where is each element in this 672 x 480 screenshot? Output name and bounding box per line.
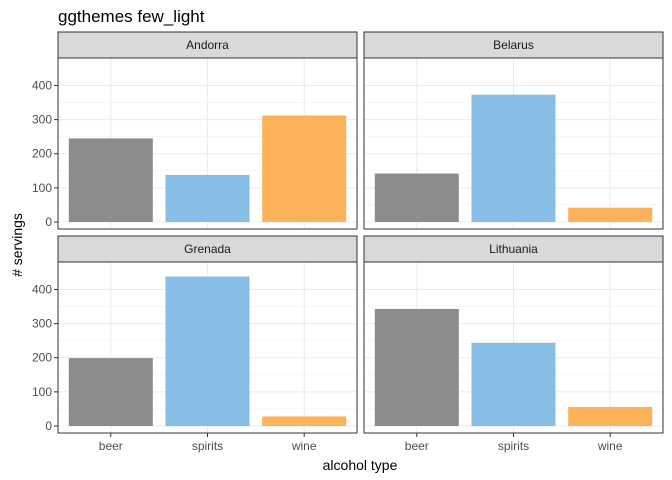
facet-strip-label: Grenada bbox=[184, 242, 231, 256]
facet-panel-andorra: Andorra 0 100 200 300 400 bbox=[32, 31, 358, 230]
y-tick-label: 100 bbox=[32, 385, 52, 399]
y-tick-label: 200 bbox=[32, 351, 52, 365]
bar-spirits bbox=[471, 94, 556, 222]
y-tick-label: 100 bbox=[32, 181, 52, 195]
facet-strip-label: Belarus bbox=[493, 38, 534, 52]
y-axis-title: # servings bbox=[9, 213, 25, 277]
bar-beer bbox=[68, 358, 153, 426]
y-tick-label: 400 bbox=[32, 78, 52, 92]
y-tick-label: 400 bbox=[32, 282, 52, 296]
facet-panel-grenada: Grenada 0 100 200 300 400 beer spirits wine bbox=[32, 235, 358, 453]
facet-grid: Andorra 0 100 200 300 400 Belarus Grenada 0 100 20… bbox=[32, 31, 664, 453]
y-tick-label: 200 bbox=[32, 147, 52, 161]
y-tick-label: 300 bbox=[32, 317, 52, 331]
panel-border bbox=[363, 57, 664, 230]
bar-wine bbox=[262, 416, 347, 426]
facet-strip-label: Lithuania bbox=[489, 242, 538, 256]
x-tick-label: beer bbox=[99, 439, 123, 453]
bar-beer bbox=[68, 138, 153, 222]
y-tick-label: 0 bbox=[45, 419, 52, 433]
facet-strip bbox=[363, 235, 664, 263]
x-tick-label: spirits bbox=[192, 439, 223, 453]
x-tick-label: wine bbox=[597, 439, 623, 453]
panel-border bbox=[57, 57, 358, 230]
y-tick-label: 0 bbox=[45, 215, 52, 229]
facet-panel-lithuania: Lithuania beer spirits wine bbox=[363, 235, 664, 453]
chart-title: ggthemes few_light bbox=[58, 7, 205, 26]
bar-spirits bbox=[471, 342, 556, 426]
x-axis-title: alcohol type bbox=[323, 457, 398, 473]
x-tick-label: wine bbox=[291, 439, 317, 453]
bar-spirits bbox=[165, 174, 250, 222]
facet-panel-belarus: Belarus bbox=[363, 31, 664, 230]
facet-strip-label: Andorra bbox=[186, 38, 229, 52]
bar-wine bbox=[568, 406, 653, 426]
y-tick-label: 300 bbox=[32, 113, 52, 127]
facet-strip bbox=[363, 31, 664, 59]
bar-beer bbox=[374, 173, 459, 222]
x-tick-label: spirits bbox=[498, 439, 529, 453]
bar-beer bbox=[374, 308, 459, 426]
bar-wine bbox=[262, 115, 347, 222]
x-tick-label: beer bbox=[405, 439, 429, 453]
bar-spirits bbox=[165, 276, 250, 426]
facet-strip bbox=[57, 31, 358, 59]
bar-wine bbox=[568, 207, 653, 222]
